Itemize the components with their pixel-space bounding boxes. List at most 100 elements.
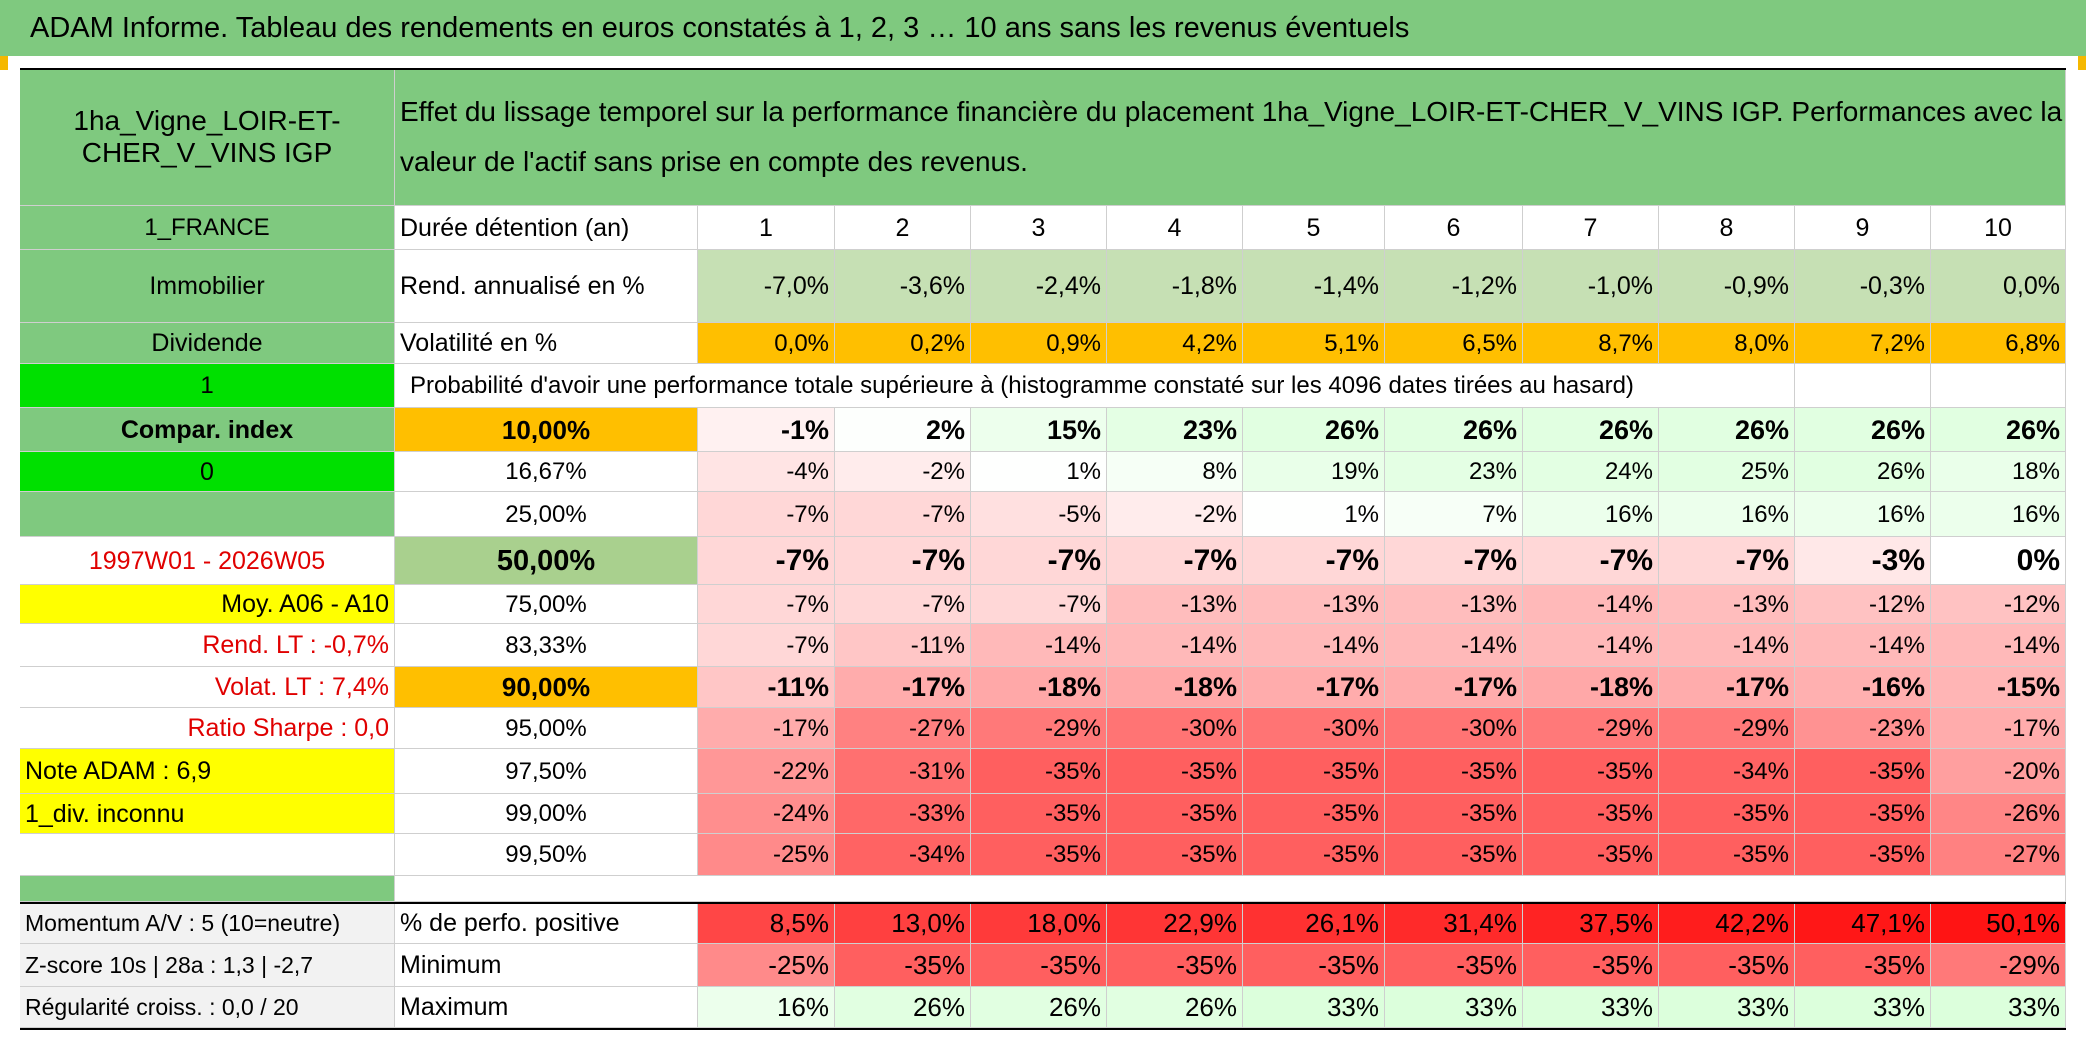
percentile-value: 26% xyxy=(1795,408,1931,452)
bottom-value: 33% xyxy=(1523,987,1659,1028)
duration-header: 3 xyxy=(971,206,1107,250)
rend-value: -1,2% xyxy=(1385,250,1523,323)
percentile-value: -26% xyxy=(1931,794,2066,834)
percentile-value: -35% xyxy=(1385,794,1523,834)
percentile-value: -34% xyxy=(835,834,971,876)
category-label: Immobilier xyxy=(20,250,395,323)
bottom-value: -25% xyxy=(698,944,835,987)
percentile-value: -14% xyxy=(1107,624,1243,667)
percentile-value: -25% xyxy=(698,834,835,876)
spacer-cell xyxy=(395,876,2066,902)
bottom-value: -35% xyxy=(1385,944,1523,987)
percentile-value: -1% xyxy=(698,408,835,452)
vol-value: 8,7% xyxy=(1523,323,1659,364)
duration-header: 1 xyxy=(698,206,835,250)
percentile-value: -7% xyxy=(1107,537,1243,585)
percentile-label: 95,00% xyxy=(395,708,698,749)
percentile-value: -14% xyxy=(1931,624,2066,667)
percentile-value: -7% xyxy=(1659,537,1795,585)
percentile-value: -35% xyxy=(1659,794,1795,834)
vol-value: 6,5% xyxy=(1385,323,1523,364)
rend-value: 0,0% xyxy=(1931,250,2066,323)
percentile-value: -13% xyxy=(1659,585,1795,624)
rend-value: -7,0% xyxy=(698,250,835,323)
percentile-value: -35% xyxy=(1795,749,1931,794)
bottom-value: 33% xyxy=(1243,987,1385,1028)
percentile-label: 83,33% xyxy=(395,624,698,667)
percentile-value: -7% xyxy=(1243,537,1385,585)
side-info: Moy. A06 - A10 xyxy=(20,585,395,624)
percentile-value: -23% xyxy=(1795,708,1931,749)
vol-label: Volatilité en % xyxy=(395,323,698,364)
rend-value: -1,0% xyxy=(1523,250,1659,323)
performance-table: 1ha_Vigne_LOIR-ET-CHER_V_VINS IGP Effet d… xyxy=(20,68,2066,1030)
percentile-value: -7% xyxy=(971,537,1107,585)
percentile-value: -18% xyxy=(971,667,1107,708)
side-info xyxy=(20,492,395,537)
percentile-value: -35% xyxy=(1385,749,1523,794)
rend-value: -0,3% xyxy=(1795,250,1931,323)
percentile-value: -17% xyxy=(1385,667,1523,708)
bottom-value: 47,1% xyxy=(1795,902,1931,944)
percentile-value: 26% xyxy=(1931,408,2066,452)
duration-header: 10 xyxy=(1931,206,2066,250)
percentile-value: 15% xyxy=(971,408,1107,452)
percentile-label: 75,00% xyxy=(395,585,698,624)
empty-cell xyxy=(1795,364,1931,408)
side-info: Volat. LT : 7,4% xyxy=(20,667,395,708)
percentile-label: 50,00% xyxy=(395,537,698,585)
percentile-value: -14% xyxy=(1523,585,1659,624)
percentile-value: 23% xyxy=(1107,408,1243,452)
prob-label: Probabilité d'avoir une performance tota… xyxy=(395,364,1795,408)
percentile-value: 23% xyxy=(1385,452,1523,492)
percentile-value: 16% xyxy=(1659,492,1795,537)
percentile-value: -7% xyxy=(971,585,1107,624)
percentile-label: 90,00% xyxy=(395,667,698,708)
percentile-value: 7% xyxy=(1385,492,1523,537)
percentile-value: -35% xyxy=(1107,794,1243,834)
percentile-value: -14% xyxy=(1795,624,1931,667)
rend-value: -0,9% xyxy=(1659,250,1795,323)
percentile-value: -12% xyxy=(1795,585,1931,624)
percentile-value: -14% xyxy=(971,624,1107,667)
percentile-label: 10,00% xyxy=(395,408,698,452)
percentile-value: -7% xyxy=(835,492,971,537)
side-info: Ratio Sharpe : 0,0 xyxy=(20,708,395,749)
rend-value: -2,4% xyxy=(971,250,1107,323)
duration-header: 9 xyxy=(1795,206,1931,250)
duration-label: Durée détention (an) xyxy=(395,206,698,250)
percentile-value: -13% xyxy=(1107,585,1243,624)
bottom-value: 50,1% xyxy=(1931,902,2066,944)
percentile-value: -7% xyxy=(835,537,971,585)
percentile-value: -35% xyxy=(1385,834,1523,876)
duration-header: 4 xyxy=(1107,206,1243,250)
percentile-value: -13% xyxy=(1243,585,1385,624)
corner-marker-right xyxy=(2078,56,2086,70)
percentile-value: 18% xyxy=(1931,452,2066,492)
bottom-value: 42,2% xyxy=(1659,902,1795,944)
percentile-value: 2% xyxy=(835,408,971,452)
bottom-value: 37,5% xyxy=(1523,902,1659,944)
percentile-value: -35% xyxy=(1523,794,1659,834)
bottom-value: 26% xyxy=(971,987,1107,1028)
percentile-value: -29% xyxy=(1659,708,1795,749)
percentile-value: -17% xyxy=(1243,667,1385,708)
percentile-value: 19% xyxy=(1243,452,1385,492)
country-label: 1_FRANCE xyxy=(20,206,395,250)
rend-value: -3,6% xyxy=(835,250,971,323)
percentile-label: 97,50% xyxy=(395,749,698,794)
bottom-value: 26,1% xyxy=(1243,902,1385,944)
bottom-value: -35% xyxy=(1795,944,1931,987)
vol-value: 0,0% xyxy=(698,323,835,364)
bottom-value: 26% xyxy=(835,987,971,1028)
percentile-value: -35% xyxy=(1795,794,1931,834)
rend-value: -1,4% xyxy=(1243,250,1385,323)
percentile-value: -27% xyxy=(1931,834,2066,876)
bottom-value: 33% xyxy=(1385,987,1523,1028)
percentile-value: -15% xyxy=(1931,667,2066,708)
percentile-value: -3% xyxy=(1795,537,1931,585)
vol-value: 6,8% xyxy=(1931,323,2066,364)
percentile-value: -7% xyxy=(698,537,835,585)
bottom-row-label: Minimum xyxy=(395,944,698,987)
vol-value: 7,2% xyxy=(1795,323,1931,364)
